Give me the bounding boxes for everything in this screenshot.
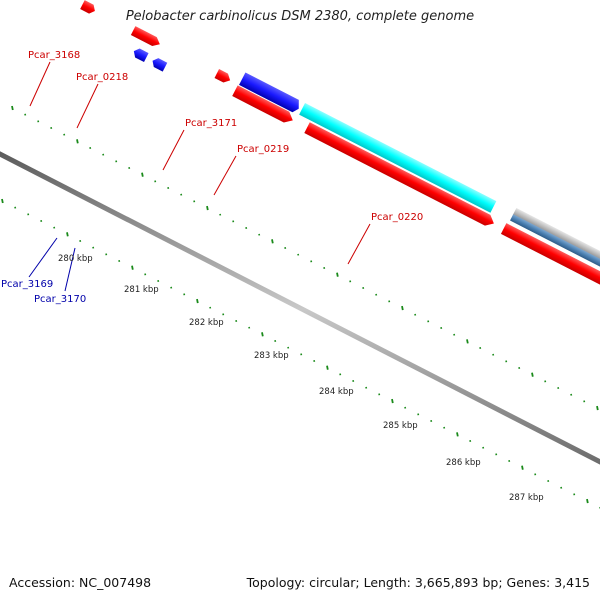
map-title: Pelobacter carbinolicus DSM 2380, comple… <box>125 9 475 24</box>
scale-label-287: 287 kbp <box>509 493 544 503</box>
accession-text: Accession: NC_007498 <box>9 575 152 590</box>
outer-major-tick <box>206 205 209 211</box>
scale-major-tick <box>1 198 4 204</box>
outer-major-tick <box>11 105 14 111</box>
outer-major-tick <box>336 272 339 277</box>
outer-major-tick <box>531 372 534 377</box>
gene-label-pcar_3170-text: Pcar_3170 <box>34 294 86 305</box>
gene-label-pcar_0220[interactable]: Pcar_0220 <box>347 212 423 265</box>
gene-label-pcar_0220-text: Pcar_0220 <box>371 212 423 223</box>
scale-label-283: 283 kbp <box>254 351 289 361</box>
topology-text: Topology: circular; Length: 3,665,893 bp… <box>246 575 590 590</box>
scale-major-tick <box>196 298 199 304</box>
gene-label-pcar_3171-text: Pcar_3171 <box>185 118 237 129</box>
outer-major-tick <box>76 139 79 144</box>
feature-track <box>80 0 600 312</box>
outer-major-tick <box>271 239 274 244</box>
gene-label-pcar_3169[interactable]: Pcar_3169 <box>1 237 58 290</box>
scale-label-280: 280 kbp <box>58 254 93 264</box>
scale-label-284: 284 kbp <box>319 387 354 397</box>
gene-label-pcar_3170[interactable]: Pcar_3170 <box>34 247 86 305</box>
gene-pcar_3168[interactable] <box>80 0 97 15</box>
scale-tick-row <box>1 198 600 509</box>
outer-tick-row <box>11 105 599 411</box>
feature-steel-band[interactable] <box>510 214 600 299</box>
outer-major-tick <box>401 305 404 311</box>
scale-major-tick <box>391 398 394 404</box>
feature-grey-band[interactable] <box>512 208 600 293</box>
gene-pcar_0219-forward[interactable] <box>232 85 295 125</box>
gene-right-forward[interactable] <box>500 223 600 312</box>
gene-pcar_0220-forward[interactable] <box>304 122 496 229</box>
gene-label-pcar_3169-text: Pcar_3169 <box>1 279 53 290</box>
gene-label-pcar_0218[interactable]: Pcar_0218 <box>76 72 128 129</box>
scale-major-tick <box>261 332 264 337</box>
outer-major-tick <box>141 172 144 177</box>
gene-small-forward[interactable] <box>214 69 233 85</box>
scale-major-tick <box>521 465 524 470</box>
genome-backbone <box>0 151 600 465</box>
scale-major-tick <box>586 498 589 504</box>
scale-label-285: 285 kbp <box>383 421 418 431</box>
scale-label-286: 286 kbp <box>446 458 481 468</box>
gene-label-pcar_3168[interactable]: Pcar_3168 <box>28 50 80 107</box>
gene-label-pcar_0219-text: Pcar_0219 <box>237 144 289 155</box>
gene-pcar_0218[interactable] <box>130 26 162 49</box>
gene-pcar_3171[interactable] <box>239 72 302 114</box>
gene-pcar_0220[interactable] <box>299 103 497 213</box>
scale-major-tick <box>326 365 329 370</box>
gene-pcar_3169[interactable] <box>132 47 149 63</box>
outer-major-tick <box>596 405 599 411</box>
scale-major-tick <box>131 265 134 270</box>
scale-major-tick <box>456 432 459 437</box>
gene-pcar_3170[interactable] <box>150 56 168 72</box>
gene-label-pcar_0219[interactable]: Pcar_0219 <box>213 144 289 196</box>
scale-label-281: 281 kbp <box>124 285 159 295</box>
gene-label-pcar_3171[interactable]: Pcar_3171 <box>162 118 237 171</box>
scale-label-282: 282 kbp <box>189 318 224 328</box>
gene-label-pcar_3168-text: Pcar_3168 <box>28 50 80 61</box>
outer-major-tick <box>466 339 469 344</box>
scale-labels: 280 kbp 281 kbp 282 kbp 283 kbp 284 kbp … <box>58 254 544 503</box>
gene-label-pcar_0218-text: Pcar_0218 <box>76 72 128 83</box>
scale-major-tick <box>66 232 69 237</box>
